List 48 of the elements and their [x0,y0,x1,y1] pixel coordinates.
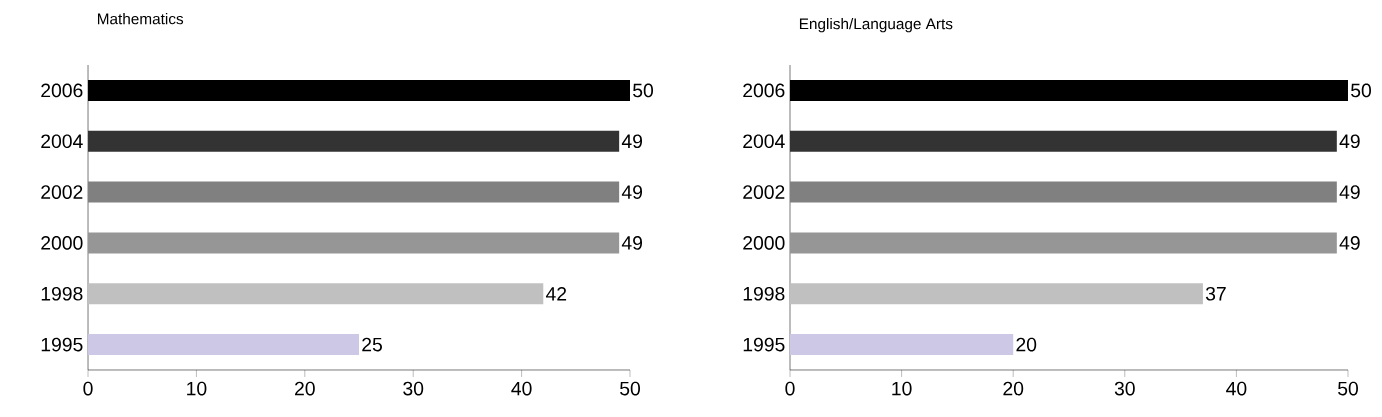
data-label: 42 [545,286,567,301]
data-label: 20 [1016,337,1037,352]
bar [88,334,360,356]
y-tick-label: 1998 [41,286,83,301]
x-tick-label: 40 [511,381,532,396]
data-label: 49 [621,134,643,149]
x-tick-label: 20 [295,381,315,396]
y-tick-label: 1998 [743,286,785,301]
bar [790,181,1337,203]
data-label: 49 [1339,185,1360,199]
x-tick-label: 10 [892,381,912,396]
x-tick-label: 30 [403,381,424,396]
x-tick-label: 10 [187,381,207,396]
x-tick-label: 30 [1114,381,1135,396]
y-tick-label: 2004 [743,134,785,149]
bar [790,232,1337,254]
bar [790,334,1014,356]
y-tick-label: 2002 [743,185,785,199]
x-tick-label: 50 [1338,381,1358,396]
data-label: 49 [1339,236,1360,250]
y-tick-label: 2006 [41,83,83,98]
data-label: 37 [1205,286,1226,301]
y-tick-label: 2000 [743,236,785,250]
data-label: 49 [1339,134,1360,149]
x-tick-label: 0 [83,381,93,396]
bar [88,283,544,305]
x-tick-label: 40 [1226,381,1247,396]
data-label: 50 [1351,83,1371,98]
y-tick-label: 2000 [41,236,83,250]
bar [790,130,1337,152]
data-label: 50 [633,83,654,98]
bar [88,181,620,203]
data-label: 25 [362,337,382,352]
chart-title: Mathematics [97,13,184,25]
y-tick-label: 1995 [743,337,785,352]
y-tick-label: 1995 [41,337,83,352]
y-tick-label: 2002 [41,185,83,199]
data-label: 49 [621,185,643,199]
bar [88,130,620,152]
x-tick-label: 0 [785,381,795,396]
bar [88,232,620,254]
y-tick-label: 2006 [743,83,785,98]
x-tick-label: 50 [620,381,640,396]
bar [790,283,1203,305]
y-tick-label: 2004 [41,134,83,149]
data-label: 49 [621,236,643,250]
chart-title: English/Language Arts [799,18,953,33]
x-tick-label: 20 [1003,381,1024,396]
